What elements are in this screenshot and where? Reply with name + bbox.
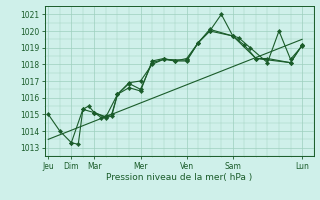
X-axis label: Pression niveau de la mer( hPa ): Pression niveau de la mer( hPa ) bbox=[106, 173, 252, 182]
